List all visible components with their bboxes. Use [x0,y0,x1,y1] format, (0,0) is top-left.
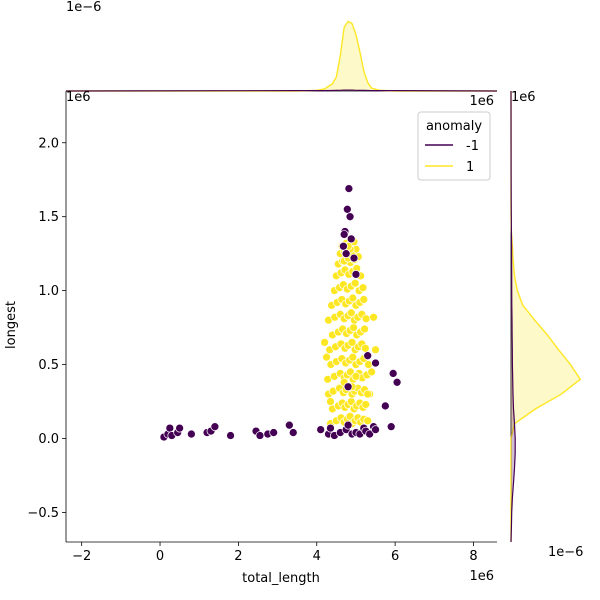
scatter-point-anomaly-neg1 [210,422,220,432]
scatter-point-anomaly-neg1 [351,270,361,279]
scatter-point-anomaly-1 [361,343,370,353]
scatter-point-anomaly-1 [351,372,361,381]
legend-label-anomaly-neg1: -1 [466,139,479,154]
x-offset-text: 1e6 [469,569,494,584]
scatter-point-anomaly-1 [348,293,358,303]
scatter-point-anomaly-neg1 [344,184,354,193]
y-tick-label: 1.0 [38,284,59,299]
scatter-point-anomaly-neg1 [345,212,355,222]
scatter-point-anomaly-neg1 [316,425,326,434]
scatter-point-anomaly-1 [348,352,358,362]
x-tick-label: −2 [72,549,91,564]
x-tick-label: 0 [156,549,164,564]
scatter-point-anomaly-1 [361,314,371,324]
right-kde-line-anomaly-neg1 [510,90,516,543]
scatter-points [159,184,402,442]
scatter-point-anomaly-1 [326,397,335,406]
scatter-point-anomaly-1 [350,278,360,288]
right-marginal-y-offset-text: 1e6 [511,90,536,105]
top-marginal-kde [65,20,498,92]
scatter-point-anomaly-neg1 [365,429,375,439]
top-kde-line-anomaly-1 [66,20,497,92]
top-kde-line-anomaly-neg1 [65,89,498,92]
scatter-point-anomaly-neg1 [326,423,335,433]
scatter-point-anomaly-1 [371,345,380,355]
right-marginal-kde [510,90,582,543]
scatter-point-anomaly-neg1 [349,253,359,263]
scatter-point-anomaly-neg1 [269,428,279,437]
scatter-point-anomaly-neg1 [346,234,356,244]
scatter-point-anomaly-neg1 [288,428,298,437]
scatter-point-anomaly-neg1 [187,429,196,439]
scatter-point-anomaly-neg1 [165,423,175,433]
legend: anomaly -1 1 [417,111,491,181]
y-tick-label: −0.5 [27,506,59,521]
y-tick-label: 2.0 [38,136,59,151]
right-kde-fill-anomaly-neg1 [511,91,516,542]
scatter-point-anomaly-neg1 [371,358,380,368]
scatter-point-anomaly-neg1 [339,241,348,251]
scatter-point-anomaly-1 [367,367,376,377]
top-marginal-offset-text: 1e−6 [66,0,101,15]
scatter-point-anomaly-neg1 [363,351,373,361]
scatter-point-anomaly-1 [364,360,373,369]
scatter-point-anomaly-1 [322,352,331,362]
scatter-point-anomaly-1 [320,338,329,347]
right-marginal-offset-text: 1e−6 [548,545,583,560]
x-tick-label: 8 [469,549,477,564]
scatter-point-anomaly-neg1 [284,420,294,430]
x-tick-label: 2 [234,549,242,564]
y-offset-text: 1e6 [66,90,91,105]
scatter-point-anomaly-neg1 [341,249,351,259]
scatter-point-anomaly-1 [358,283,368,293]
scatter-point-anomaly-1 [363,389,373,399]
x-tick-label: 4 [313,549,321,564]
y-tick-label: 1.5 [38,210,59,225]
scatter-point-anomaly-1 [361,400,371,409]
scatter-point-anomaly-1 [359,295,369,304]
right-kde-fill-anomaly-1 [511,91,581,542]
y-axis-title: longest [4,301,19,349]
scatter-point-anomaly-1 [347,338,357,347]
scatter-point-anomaly-1 [360,324,369,334]
legend-label-anomaly-1: 1 [466,160,474,175]
top-marginal-x-offset-text: 1e6 [469,94,494,109]
scatter-point-anomaly-neg1 [226,431,235,440]
legend-frame [417,111,491,181]
y-tick-label: 0.5 [38,358,59,373]
scatter-point-anomaly-neg1 [339,230,349,239]
scatter-point-anomaly-neg1 [371,425,380,434]
top-kde-fill-anomaly-1 [66,21,497,91]
scatter-point-anomaly-neg1 [388,369,398,378]
scatter-point-anomaly-neg1 [255,431,265,440]
scatter-point-anomaly-1 [349,323,358,332]
scatter-point-anomaly-neg1 [380,401,390,411]
scatter-point-anomaly-1 [346,308,356,318]
x-axis-title: total_length [242,571,320,586]
scatter-point-anomaly-1 [369,312,378,322]
scatter-point-anomaly-neg1 [343,382,353,392]
scatter-point-anomaly-neg1 [386,422,396,432]
scatter-point-anomaly-1 [363,416,373,426]
x-tick-label: 6 [391,549,399,564]
y-tick-label: 0.0 [38,432,59,447]
main-axes: −2 0 2 4 6 8 −0.5 0.0 0.5 1.0 1.5 2.0 [27,91,497,564]
scatter-point-anomaly-neg1 [343,420,353,430]
scatter-point-anomaly-neg1 [175,423,184,433]
scatter-point-anomaly-neg1 [392,377,402,387]
scatter-point-anomaly-neg1 [342,204,352,214]
legend-title: anomaly [426,119,482,134]
